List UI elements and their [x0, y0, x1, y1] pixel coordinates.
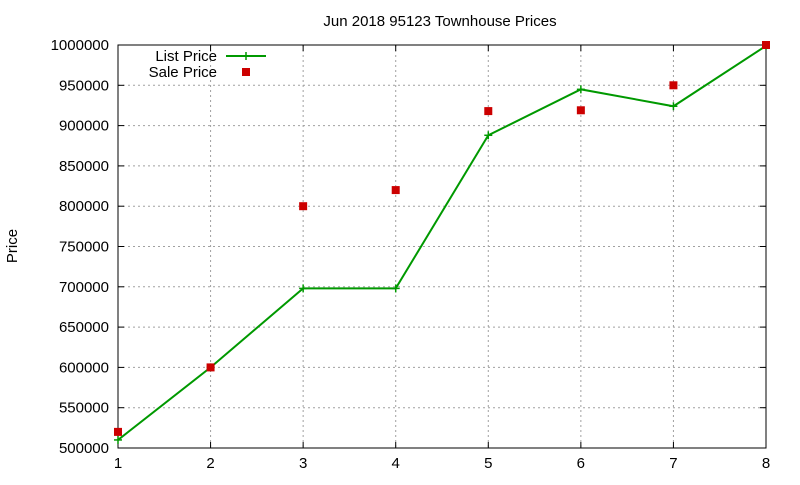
x-tick-label: 5 [484, 455, 492, 472]
x-tick-label: 8 [762, 455, 770, 472]
list-price-point [576, 85, 585, 94]
x-tick-label: 7 [669, 455, 677, 472]
y-tick-label: 800000 [59, 198, 109, 215]
y-axis-label: Price [4, 229, 21, 263]
chart-title: Jun 2018 95123 Townhouse Prices [323, 13, 556, 30]
sale-price-point [484, 107, 493, 116]
y-tick-label: 600000 [59, 359, 109, 376]
list-price-point [484, 131, 493, 140]
sale-price-point [299, 202, 308, 211]
legend-swatch-marker [242, 52, 250, 60]
y-tick-label: 650000 [59, 319, 109, 336]
legend-label: Sale Price [149, 64, 217, 81]
sale-price-point [762, 41, 770, 49]
list-price-point [299, 284, 308, 293]
x-tick-label: 2 [206, 455, 214, 472]
y-tick-label: 900000 [59, 118, 109, 135]
sale-price-point [669, 81, 678, 90]
x-tick-label: 1 [114, 455, 122, 472]
sale-price-point [114, 427, 122, 436]
legend-swatch-square [242, 68, 250, 76]
y-tick-label: 750000 [59, 239, 109, 256]
sale-price-point [206, 363, 215, 372]
list-price-point [669, 102, 678, 111]
axes: 1 2 3 4 5 6 7 8 500000 550000 600000 650000 700000 75… [51, 37, 771, 472]
x-tick-label: 4 [392, 455, 400, 472]
x-tick-label: 6 [577, 455, 585, 472]
y-tick-label: 950000 [59, 77, 109, 94]
sale-price-point [576, 106, 585, 115]
list-price-line [117, 44, 767, 441]
list-price-point [114, 435, 122, 444]
y-tick-label: 500000 [59, 440, 109, 457]
y-tick-label: 1000000 [51, 37, 109, 54]
y-tick-label: 700000 [59, 279, 109, 296]
list-price-point [391, 284, 400, 293]
sale-price-point [391, 186, 400, 195]
grid [118, 45, 766, 448]
y-tick-label: 550000 [59, 400, 109, 417]
series [114, 41, 770, 444]
x-tick-label: 3 [299, 455, 307, 472]
y-tick-label: 850000 [59, 158, 109, 175]
legend-label: List Price [155, 48, 217, 65]
